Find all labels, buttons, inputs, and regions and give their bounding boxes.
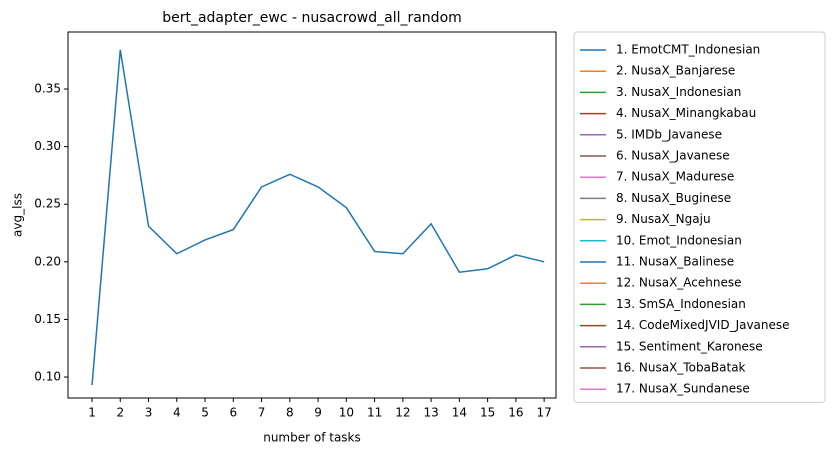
x-tick-label: 1 (88, 406, 96, 420)
legend-label: 9. NusaX_Ngaju (616, 212, 711, 226)
legend-label: 14. CodeMixedJVID_Javanese (616, 318, 790, 332)
legend-label: 2. NusaX_Banjarese (616, 64, 735, 78)
x-tick-label: 4 (173, 406, 181, 420)
y-tick-label: 0.30 (34, 139, 61, 153)
x-tick-label: 10 (339, 406, 354, 420)
legend-label: 15. Sentiment_Karonese (616, 339, 763, 353)
x-tick-label: 13 (423, 406, 438, 420)
y-tick-label: 0.20 (34, 254, 61, 268)
legend-label: 1. EmotCMT_Indonesian (616, 43, 760, 57)
legend-label: 16. NusaX_TobaBatak (616, 361, 746, 375)
legend-label: 10. Emot_Indonesian (616, 233, 742, 247)
x-tick-label: 11 (367, 406, 382, 420)
x-tick-label: 6 (229, 406, 237, 420)
plot-frame (67, 31, 557, 399)
legend-box (573, 31, 826, 403)
y-tick-label: 0.35 (34, 82, 61, 96)
chart-title: bert_adapter_ewc - nusacrowd_all_random (162, 10, 462, 26)
legend-label: 13. SmSA_Indonesian (616, 297, 746, 311)
y-axis-label: avg_lss (11, 193, 25, 237)
x-tick-label: 12 (395, 406, 410, 420)
x-tick-label: 15 (480, 406, 495, 420)
x-tick-label: 3 (145, 406, 153, 420)
legend-label: 11. NusaX_Balinese (616, 255, 734, 269)
legend-label: 7. NusaX_Madurese (616, 170, 734, 184)
x-tick-label: 7 (258, 406, 266, 420)
x-tick-label: 16 (508, 406, 523, 420)
x-tick-label: 17 (536, 406, 551, 420)
x-tick-label: 14 (452, 406, 467, 420)
legend-label: 12. NusaX_Acehnese (616, 276, 742, 290)
y-tick-label: 0.15 (34, 312, 61, 326)
y-tick-label: 0.10 (34, 370, 61, 384)
x-tick-label: 5 (201, 406, 209, 420)
legend-label: 5. IMDb_Javanese (616, 127, 722, 141)
x-axis-label: number of tasks (263, 431, 361, 445)
legend-label: 17. NusaX_Sundanese (616, 382, 750, 396)
legend-label: 4. NusaX_Minangkabau (616, 106, 756, 120)
y-tick-label: 0.25 (34, 197, 61, 211)
x-tick-label: 8 (286, 406, 294, 420)
legend-label: 8. NusaX_Buginese (616, 191, 731, 205)
legend-label: 6. NusaX_Javanese (616, 149, 730, 163)
series-line (91, 49, 545, 386)
x-tick-label: 2 (116, 406, 124, 420)
x-tick-label: 9 (314, 406, 322, 420)
legend-label: 3. NusaX_Indonesian (616, 85, 741, 99)
